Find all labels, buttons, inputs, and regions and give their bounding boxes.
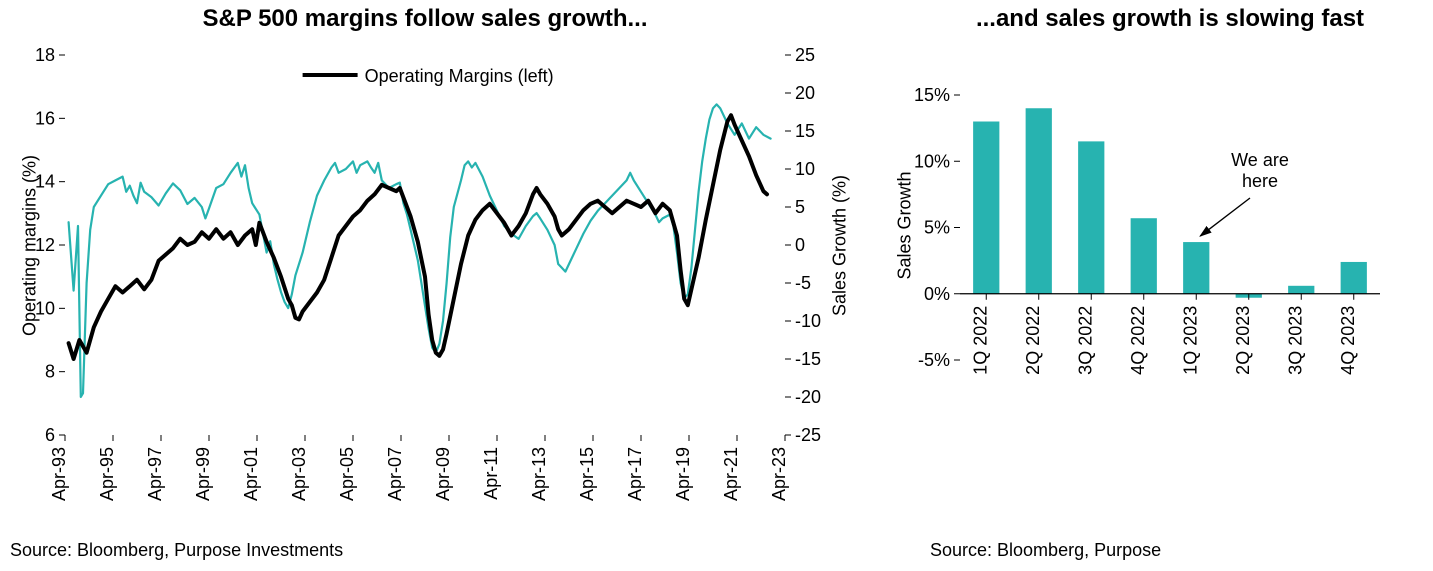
annotation-arrow <box>1200 198 1250 236</box>
bar <box>1026 108 1052 294</box>
page: S&P 500 margins follow sales growth... 6… <box>0 0 1433 571</box>
x-tick-label: 4Q 2023 <box>1338 306 1358 375</box>
x-tick-label: 2Q 2022 <box>1023 306 1043 375</box>
x-tick-label: 3Q 2022 <box>1075 306 1095 375</box>
right-chart-y-label: Sales Growth <box>895 151 916 301</box>
svg-text:10%: 10% <box>914 151 950 171</box>
x-tick-label: 4Q 2022 <box>1128 306 1148 375</box>
x-tick-label: 1Q 2022 <box>970 306 990 375</box>
x-tick-label: 2Q 2023 <box>1233 306 1253 375</box>
svg-text:15%: 15% <box>914 85 950 105</box>
bar <box>1341 262 1367 294</box>
svg-text:5%: 5% <box>924 218 950 238</box>
svg-text:-5%: -5% <box>918 350 950 370</box>
right-chart-annotation: We are here <box>1200 150 1320 191</box>
right-chart-source: Source: Bloomberg, Purpose <box>930 540 1161 561</box>
bar <box>1078 141 1104 293</box>
bar <box>1183 242 1209 294</box>
bar <box>1131 218 1157 294</box>
svg-text:0%: 0% <box>924 284 950 304</box>
right-chart: -5% 0% 5% 10% 15% 1Q 2022 2Q 2022 3Q 2022 4Q 202… <box>0 0 1433 571</box>
annotation-line2: here <box>1242 171 1278 191</box>
bar <box>973 122 999 294</box>
bar <box>1288 286 1314 294</box>
annotation-line1: We are <box>1231 150 1289 170</box>
x-tick-label: 1Q 2023 <box>1180 306 1200 375</box>
x-tick-label: 3Q 2023 <box>1285 306 1305 375</box>
